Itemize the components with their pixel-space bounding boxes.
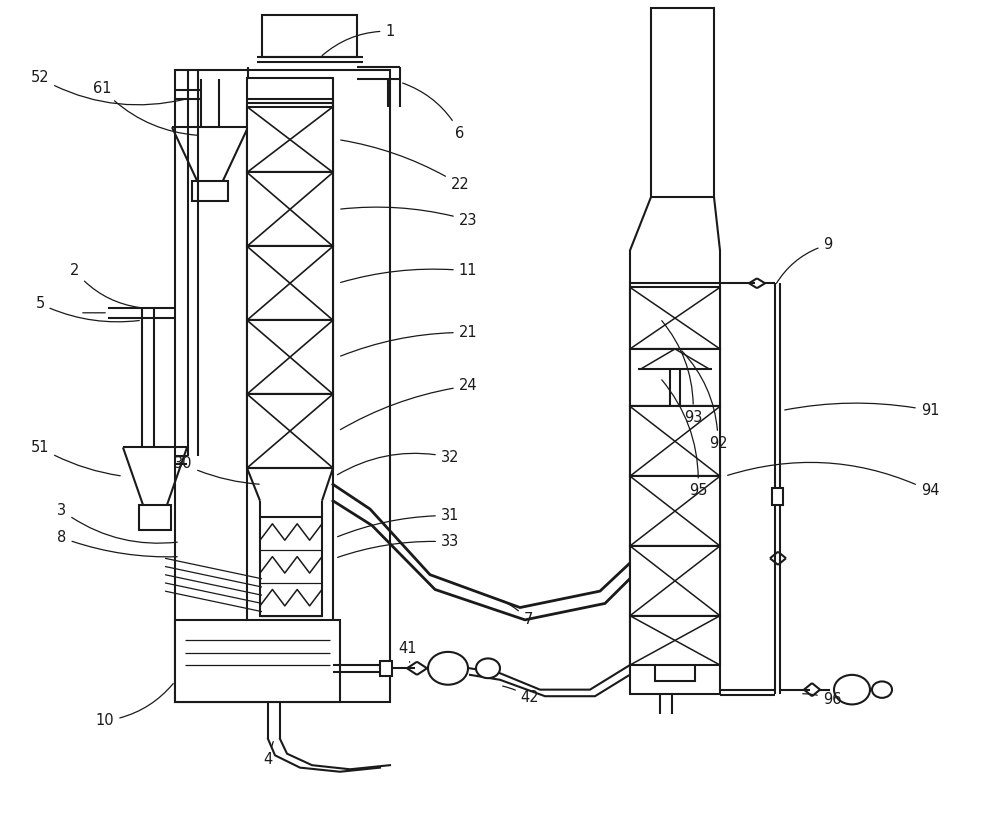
Text: 2: 2 — [70, 264, 139, 308]
Text: 51: 51 — [31, 440, 120, 476]
Bar — [630, 283, 720, 694]
Text: 11: 11 — [341, 264, 477, 282]
Bar — [262, 15, 357, 57]
Text: 94: 94 — [728, 462, 939, 498]
Bar — [380, 661, 392, 676]
Text: 1: 1 — [322, 24, 395, 56]
Text: 30: 30 — [174, 456, 259, 484]
Text: 52: 52 — [31, 71, 185, 105]
Circle shape — [476, 658, 500, 678]
Bar — [655, 312, 695, 681]
Bar — [247, 78, 333, 686]
Text: 95: 95 — [662, 380, 707, 498]
Text: 21: 21 — [341, 325, 477, 356]
Text: 22: 22 — [341, 140, 469, 192]
Text: 41: 41 — [399, 641, 417, 663]
Bar — [630, 616, 720, 665]
Bar — [247, 246, 333, 320]
Text: 3: 3 — [57, 503, 177, 544]
Bar — [630, 406, 720, 476]
Text: 6: 6 — [403, 83, 465, 140]
Text: 92: 92 — [682, 351, 727, 451]
Bar — [175, 620, 340, 702]
Bar — [247, 320, 333, 394]
Bar — [260, 517, 322, 616]
Text: 5: 5 — [35, 296, 139, 322]
Text: 9: 9 — [776, 237, 833, 283]
Text: 8: 8 — [57, 530, 177, 557]
Text: 91: 91 — [785, 403, 939, 418]
Bar — [247, 172, 333, 246]
Text: 7: 7 — [503, 600, 533, 627]
Text: 93: 93 — [662, 321, 702, 424]
Bar — [247, 107, 333, 172]
Bar — [192, 181, 228, 201]
Circle shape — [872, 681, 892, 698]
Text: 31: 31 — [338, 508, 459, 537]
Bar — [630, 349, 720, 406]
Bar — [651, 8, 714, 197]
Text: 23: 23 — [341, 207, 477, 227]
Circle shape — [834, 675, 870, 704]
Bar — [630, 476, 720, 546]
Bar — [175, 70, 390, 702]
Circle shape — [428, 652, 468, 685]
Text: 42: 42 — [503, 686, 539, 705]
Bar — [247, 394, 333, 468]
Text: 32: 32 — [337, 450, 459, 475]
Text: 24: 24 — [340, 378, 477, 429]
Bar — [630, 287, 720, 349]
Text: 10: 10 — [96, 684, 173, 728]
Bar — [772, 488, 783, 505]
Text: 96: 96 — [803, 692, 841, 707]
Bar — [139, 505, 171, 530]
Text: 33: 33 — [338, 534, 459, 557]
Bar — [630, 546, 720, 616]
Text: 61: 61 — [93, 81, 197, 135]
Text: 4: 4 — [263, 741, 273, 767]
